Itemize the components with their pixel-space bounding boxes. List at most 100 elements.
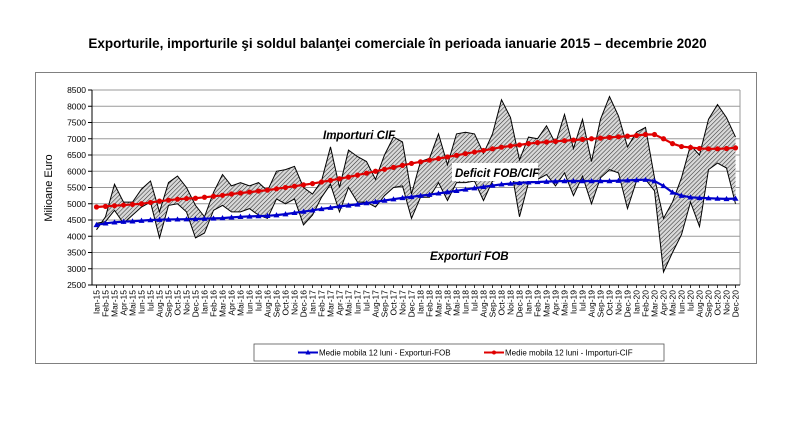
data-point-moving-avg-imports [336,176,343,182]
x-tick-label: Dec-15 [191,290,201,318]
data-point-moving-avg-exports [93,221,100,228]
data-point-moving-avg-imports [219,192,226,198]
x-tick-label: Sep-15 [164,290,174,318]
data-point-moving-avg-exports [471,185,478,191]
x-tick-label: Feb-20 [641,290,651,317]
chart-frame [35,72,757,364]
legend: Medie mobila 12 luni - Exporturi-FOB Med… [253,343,665,362]
y-tick-label: 6500 [67,150,86,160]
x-tick-label: Noi-17 [398,290,408,315]
x-tick-label: Mar-17 [326,290,336,317]
data-point-moving-avg-imports [237,190,244,196]
data-point-moving-avg-exports [579,178,586,184]
data-point-moving-avg-imports [678,143,685,150]
x-tick-label: Ian-15 [92,290,102,314]
x-tick-label: Apr-17 [335,290,345,316]
data-point-moving-avg-imports [291,183,298,189]
data-point-moving-avg-exports [183,216,190,222]
x-tick-label: Iul-18 [470,290,480,312]
data-point-moving-avg-exports [120,218,127,224]
data-point-moving-avg-exports [462,186,469,192]
data-point-moving-avg-exports [129,218,136,224]
x-tick-label: Iun-19 [569,290,579,314]
series-line-importuri-cif [96,95,736,231]
data-point-moving-avg-imports [246,189,253,195]
data-point-moving-avg-exports [480,183,487,190]
data-point-moving-avg-exports [147,217,154,223]
data-point-moving-avg-imports [264,187,271,193]
x-tick-label: Aug-19 [587,290,597,318]
data-point-moving-avg-exports [426,191,433,197]
data-point-moving-avg-imports [687,144,694,151]
x-tick-label: Sep-18 [488,290,498,318]
x-tick-label: Aug-20 [695,290,705,318]
x-tick-label: Aug-15 [155,290,165,318]
data-point-moving-avg-imports [201,194,208,200]
x-tick-label: Iul-19 [578,290,588,312]
data-point-moving-avg-imports [318,179,325,185]
data-point-moving-avg-imports [633,132,640,139]
data-point-moving-avg-exports [597,178,604,184]
data-point-moving-avg-exports [327,204,334,210]
y-tick-label: 3000 [67,264,86,274]
data-point-moving-avg-imports [93,204,100,210]
x-tick-label: Feb-15 [101,290,111,317]
data-point-moving-avg-exports [291,209,298,216]
data-point-moving-avg-exports [588,178,595,184]
data-point-moving-avg-imports [507,143,514,149]
data-point-moving-avg-exports [264,212,271,218]
data-point-moving-avg-imports [309,181,316,187]
data-point-moving-avg-imports [327,177,334,183]
data-point-moving-avg-imports [723,145,730,152]
data-point-moving-avg-exports [282,211,289,217]
data-point-moving-avg-exports [210,215,217,221]
x-tick-label: Apr-19 [551,290,561,316]
data-point-moving-avg-exports [723,195,730,202]
data-point-moving-avg-imports [579,136,586,142]
x-tick-label: Mai-17 [344,290,354,316]
data-point-moving-avg-imports [192,195,199,201]
data-point-moving-avg-exports [543,178,550,184]
annotation-deficit-fob-cif: Deficit FOB/CIF [455,168,540,180]
x-tick-label: Noi-18 [506,290,516,315]
data-point-moving-avg-imports [498,144,505,150]
data-point-moving-avg-imports [480,147,487,154]
data-point-moving-avg-exports [516,179,523,186]
data-point-moving-avg-exports [372,198,379,204]
data-point-moving-avg-exports [417,192,424,198]
x-tick-label: Oct-20 [713,290,723,316]
x-tick-label: Feb-18 [425,290,435,317]
data-point-moving-avg-exports [687,194,694,200]
data-point-moving-avg-imports [282,184,289,191]
y-tick-label: 8500 [67,85,86,95]
data-point-moving-avg-imports [417,159,424,165]
data-point-moving-avg-exports [444,189,451,195]
x-tick-label: Ian-19 [524,290,534,314]
chart-title: Exporturile, importurile şi soldul balan… [88,36,707,51]
x-tick-label: Feb-16 [209,290,219,317]
data-point-moving-avg-exports [705,195,712,201]
y-axis-label: Milioane Euro [43,154,55,221]
data-point-moving-avg-exports [435,190,442,196]
data-point-moving-avg-imports [525,141,532,147]
series-line-exporturi-fob [96,162,736,274]
data-point-moving-avg-imports [597,135,604,141]
data-point-moving-avg-imports [732,145,739,151]
data-point-moving-avg-exports [273,212,280,218]
data-point-moving-avg-exports [336,203,343,209]
annotation-exporturi-fob: Exporturi FOB [430,251,509,263]
legend-box [253,343,665,362]
legend-marker-exports [305,349,311,355]
data-point-moving-avg-imports [696,145,703,152]
data-point-moving-avg-imports [228,191,235,197]
x-tick-label: Aug-18 [479,290,489,318]
y-tick-label: 8000 [67,101,86,111]
data-point-moving-avg-exports [255,213,262,219]
data-point-moving-avg-imports [570,137,577,143]
data-point-moving-avg-exports [678,192,685,198]
x-tick-label: Dec-17 [407,290,417,318]
x-tick-label: Aug-17 [371,290,381,318]
x-tick-label: Ian-20 [632,290,642,314]
x-tick-label: Sep-19 [596,290,606,318]
y-tick-label: 7000 [67,134,86,144]
